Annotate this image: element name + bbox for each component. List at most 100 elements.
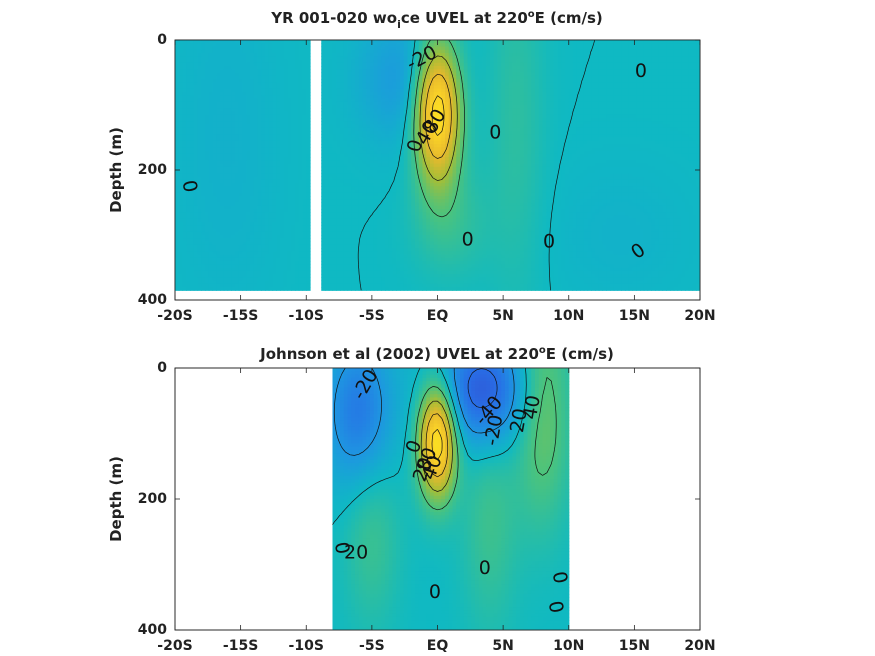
heat-cell: [212, 248, 217, 252]
heat-cell: [250, 186, 255, 191]
heat-cell: [223, 192, 229, 197]
heat-cell: [235, 95, 240, 100]
heat-cell: [205, 62, 210, 67]
heat-cell: [257, 283, 262, 288]
heat-cell: [242, 121, 247, 126]
heat-cell: [257, 218, 262, 223]
heat-cell: [220, 95, 225, 100]
heat-cell: [197, 95, 202, 100]
heat-cell: [235, 248, 240, 252]
heat-cell: [238, 66, 244, 70]
heat-cell: [246, 160, 251, 165]
heat-cell: [220, 108, 225, 113]
heat-cell: [220, 59, 225, 64]
heat-cell: [227, 196, 232, 200]
heat-cell: [208, 267, 214, 272]
heat-cell: [201, 238, 206, 243]
heat-cell: [268, 144, 274, 148]
heat-cell: [231, 95, 236, 100]
heat-cell: [223, 85, 229, 90]
heat-cell: [178, 264, 184, 269]
heat-cell: [205, 173, 210, 178]
heat-cell: [223, 111, 229, 116]
heat-cell: [175, 150, 180, 155]
heat-cell: [250, 69, 255, 74]
heat-cell: [227, 95, 232, 100]
heat-cell: [246, 118, 251, 122]
heat-cell: [223, 257, 229, 262]
heat-cell: [265, 53, 270, 57]
heat-cell: [231, 170, 236, 174]
heat-cell: [216, 153, 221, 158]
heat-cell: [268, 189, 274, 194]
heat-cell: [242, 134, 247, 139]
heat-cell: [250, 274, 255, 278]
heat-cell: [246, 49, 251, 54]
heat-cell: [186, 228, 191, 233]
heat-cell: [220, 127, 225, 132]
heat-cell: [186, 121, 191, 126]
heat-cell: [190, 222, 195, 226]
heat-cell: [197, 147, 202, 152]
heat-cell: [186, 157, 191, 161]
heat-cell: [175, 121, 180, 126]
heat-cell: [212, 238, 217, 243]
heat-cell: [205, 192, 210, 197]
heat-cell: [265, 222, 270, 226]
heat-cell: [223, 170, 229, 174]
heat-cell: [418, 287, 424, 291]
heat-cell: [175, 251, 180, 256]
heat-cell: [175, 88, 180, 93]
heat-cell: [182, 215, 187, 220]
heat-cell: [212, 140, 217, 145]
heat-cell: [212, 62, 217, 67]
heat-cell: [220, 157, 225, 161]
heat-cell: [208, 59, 214, 64]
heat-cell: [201, 212, 206, 217]
heat-cell: [227, 118, 232, 122]
heat-cell: [178, 108, 184, 113]
heat-cell: [212, 280, 217, 285]
heat-cell: [216, 95, 221, 100]
heat-cell: [265, 160, 270, 165]
heat-cell: [175, 261, 180, 265]
heat-cell: [257, 261, 262, 265]
heat-cell: [231, 287, 236, 291]
heat-cell: [216, 92, 221, 96]
heat-cell: [231, 127, 236, 132]
heat-cell: [205, 287, 210, 291]
heat-cell: [208, 209, 214, 213]
heat-cell: [257, 215, 262, 220]
heat-cell: [175, 183, 180, 187]
heat-cell: [261, 228, 266, 233]
heat-cell: [197, 69, 202, 74]
heat-cell: [178, 176, 184, 181]
heat-cell: [178, 43, 184, 48]
heat-cell: [227, 46, 232, 51]
heat-cell: [227, 137, 232, 142]
heat-cell: [216, 88, 221, 93]
heat-cell: [190, 209, 195, 213]
heat-cell: [231, 215, 236, 220]
heat-cell: [186, 166, 191, 171]
heat-cell: [182, 150, 187, 155]
heat-cell: [190, 105, 195, 109]
heat-cell: [231, 241, 236, 246]
heat-cell: [253, 186, 259, 191]
heat-cell: [208, 137, 214, 142]
heat-cell: [257, 228, 262, 233]
heat-cell: [212, 108, 217, 113]
heat-cell: [216, 75, 221, 80]
heat-cell: [197, 248, 202, 252]
heat-cell: [268, 173, 274, 178]
heat-cell: [201, 166, 206, 171]
heat-cell: [175, 241, 180, 246]
heat-cell: [182, 121, 187, 126]
heat-cell: [197, 228, 202, 233]
heat-cell: [268, 183, 274, 187]
heat-cell: [227, 150, 232, 155]
heat-cell: [178, 131, 184, 135]
heat-cell: [190, 248, 195, 252]
heat-cell: [190, 49, 195, 54]
heat-cell: [261, 153, 266, 158]
